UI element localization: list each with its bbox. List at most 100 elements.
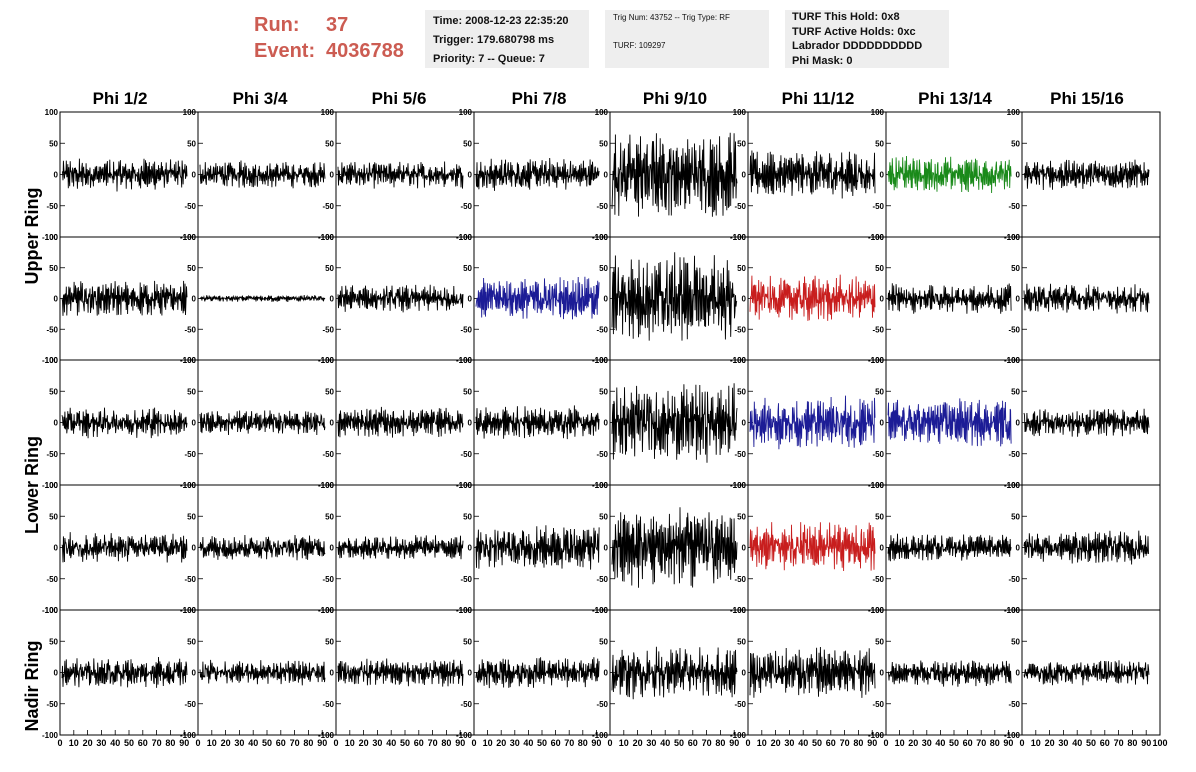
y-tick-label: 50 (1011, 512, 1020, 521)
y-tick-label: 100 (733, 606, 747, 615)
y-tick-label: 100 (1007, 606, 1021, 615)
y-tick-label: 50 (49, 264, 58, 273)
y-tick-label: -50 (184, 700, 196, 709)
x-tick-label: 50 (1086, 738, 1096, 748)
y-tick-label: 100 (1007, 108, 1021, 117)
y-tick-label: 0 (1016, 669, 1021, 678)
x-tick-label: 90 (455, 738, 465, 748)
waveform-trace (611, 252, 738, 341)
y-tick-label: -50 (734, 202, 746, 211)
x-tick-label: 0 (333, 738, 338, 748)
x-tick-label: 80 (578, 738, 588, 748)
x-tick-label: 90 (179, 738, 189, 748)
labrador-text: Labrador DDDDDDDDDD (792, 40, 923, 52)
y-tick-label: 50 (325, 512, 334, 521)
y-tick-label: 100 (595, 356, 609, 365)
waveform-trace (337, 406, 464, 438)
y-tick-label: -50 (184, 575, 196, 584)
x-tick-label: 30 (234, 738, 244, 748)
y-tick-label: 100 (595, 481, 609, 490)
x-tick-label: 0 (471, 738, 476, 748)
y-tick-label: 50 (325, 264, 334, 273)
y-tick-label: -50 (184, 202, 196, 211)
y-tick-label: 0 (468, 544, 473, 553)
x-tick-label: 90 (317, 738, 327, 748)
y-tick-label: -50 (184, 450, 196, 459)
y-tick-label: -50 (46, 700, 58, 709)
x-tick-label: 50 (400, 738, 410, 748)
y-tick-label: 100 (183, 481, 197, 490)
x-tick-label: 60 (826, 738, 836, 748)
waveform-trace (749, 522, 876, 572)
waveform-trace (337, 658, 464, 687)
ring-label: Lower Ring (22, 436, 42, 534)
y-tick-label: 0 (54, 171, 59, 180)
y-tick-label: -50 (46, 575, 58, 584)
column-header: Phi 11/12 (782, 89, 855, 108)
waveform-trace (337, 161, 464, 189)
x-tick-label: 70 (976, 738, 986, 748)
x-tick-label: 100 (1152, 738, 1167, 748)
turf-info-box: TURF This Hold: 0x8 TURF Active Holds: 0… (785, 10, 949, 68)
y-tick-label: 0 (604, 171, 609, 180)
y-tick-label: -50 (872, 202, 884, 211)
waveform-trace (1023, 530, 1150, 565)
x-tick-label: 70 (702, 738, 712, 748)
x-tick-label: 70 (290, 738, 300, 748)
y-tick-label: 100 (321, 356, 335, 365)
waveform-trace (887, 533, 1012, 562)
y-tick-label: 50 (187, 512, 196, 521)
waveform-trace (1023, 283, 1150, 314)
waveform-trace (475, 276, 600, 320)
waveform-trace (749, 150, 876, 199)
y-tick-label: 0 (880, 669, 885, 678)
y-tick-label: 0 (742, 171, 747, 180)
x-tick-label: 90 (1003, 738, 1013, 748)
x-tick-label: 60 (1100, 738, 1110, 748)
x-tick-label: 40 (935, 738, 945, 748)
y-tick-label: 0 (468, 295, 473, 304)
y-tick-label: 0 (192, 544, 197, 553)
waveform-trace (475, 525, 600, 570)
y-tick-label: 50 (463, 264, 472, 273)
y-tick-label: 100 (183, 108, 197, 117)
y-tick-label: -50 (46, 202, 58, 211)
y-tick-label: -50 (872, 575, 884, 584)
y-tick-label: -100 (42, 606, 59, 615)
x-tick-label: 0 (1019, 738, 1024, 748)
waveform-trace (61, 407, 188, 439)
x-tick-label: 20 (1045, 738, 1055, 748)
x-tick-label: 10 (895, 738, 905, 748)
y-tick-label: 100 (183, 356, 197, 365)
x-tick-label: 70 (1114, 738, 1124, 748)
phi-mask-text: Phi Mask: 0 (792, 54, 853, 67)
y-tick-label: 0 (54, 669, 59, 678)
y-tick-label: 0 (330, 669, 335, 678)
y-tick-label: 100 (733, 233, 747, 242)
x-tick-label: 50 (674, 738, 684, 748)
y-tick-label: 0 (880, 171, 885, 180)
y-tick-label: -50 (184, 325, 196, 334)
waveform-trace (61, 656, 188, 688)
y-tick-label: 50 (49, 637, 58, 646)
x-tick-label: 10 (345, 738, 355, 748)
time-text: Time: 2008-12-23 22:35:20 (433, 15, 569, 27)
y-tick-label: 0 (192, 295, 197, 304)
y-tick-label: -50 (322, 202, 334, 211)
y-tick-label: 100 (45, 606, 59, 615)
x-tick-label: 90 (729, 738, 739, 748)
y-tick-label: 100 (871, 481, 885, 490)
x-tick-label: 40 (248, 738, 258, 748)
x-tick-label: 20 (496, 738, 506, 748)
y-tick-label: -100 (456, 731, 473, 740)
y-tick-label: -50 (734, 575, 746, 584)
x-tick-label: 80 (990, 738, 1000, 748)
y-tick-label: -100 (730, 731, 747, 740)
y-tick-label: 100 (321, 481, 335, 490)
y-tick-label: 0 (54, 544, 59, 553)
x-tick-label: 30 (784, 738, 794, 748)
waveform-trace (887, 660, 1012, 687)
waveform-trace (1023, 408, 1150, 437)
y-tick-label: -50 (322, 575, 334, 584)
x-tick-label: 80 (303, 738, 313, 748)
